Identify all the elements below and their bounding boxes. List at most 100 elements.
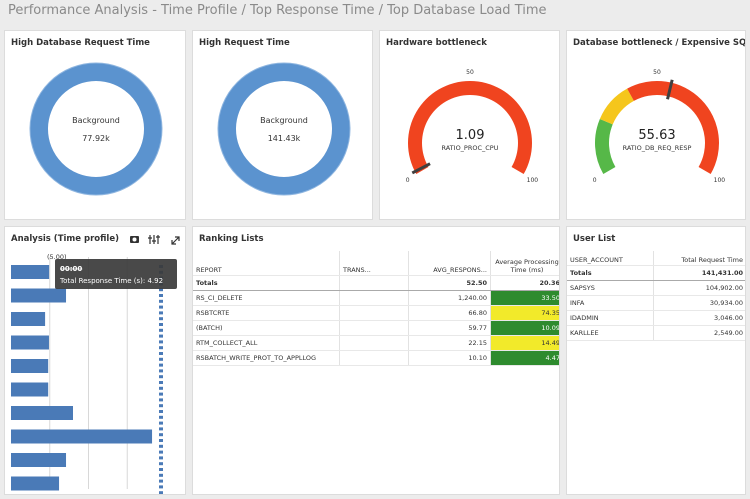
cell: 33.50 [490, 290, 559, 306]
panel-title: Hardware bottleneck [386, 38, 487, 48]
donut-value: 141.43k [268, 134, 301, 143]
cell: 3,046.00 [653, 310, 745, 326]
bar [11, 429, 153, 444]
toolbar[interactable] [130, 235, 180, 245]
cell: Totals [193, 275, 340, 291]
bar [11, 476, 60, 491]
bar [11, 359, 49, 373]
user-table: USER_ACCOUNT Total Request Time Totals 141,… [567, 251, 745, 341]
cell: 20.36 [490, 275, 559, 291]
mini-bar [159, 386, 163, 390]
data-row: (BATCH) 59.77 10.09 [193, 320, 559, 336]
mini-bar [159, 375, 163, 379]
mini-bar [159, 311, 163, 315]
bar [11, 382, 49, 397]
cell: SAPSYS [567, 280, 654, 296]
gauge-value: 55.63 [638, 128, 675, 143]
cell: 4.47 [490, 350, 559, 366]
data-row: KARLLEE 2,549.00 [567, 325, 745, 341]
cell [339, 275, 409, 291]
cell: 59.77 [408, 320, 491, 336]
donut-edge [217, 62, 351, 196]
panel-title: Ranking Lists [199, 234, 264, 244]
cell: IDADMIN [567, 310, 654, 326]
column-header: REPORT [193, 251, 340, 276]
mini-bar [159, 340, 163, 344]
totals-row: Totals 141,431.00 [567, 265, 745, 281]
donut-panel: Background 77.92k High Database Request T… [4, 30, 186, 220]
gauge-band [599, 88, 634, 125]
gauge-tick-label: 50 [653, 69, 661, 76]
analysis-panel: (5.00) 00:00 Total Response Time (s): 4.92… [4, 226, 186, 495]
explore-icon[interactable] [148, 235, 160, 244]
mini-bar [159, 299, 163, 303]
mini-bar [159, 491, 163, 494]
cell: RSBTCRTE [193, 305, 340, 321]
bar [11, 335, 49, 350]
bar [11, 453, 67, 467]
data-row: RSBATCH_WRITE_PROT_TO_APPLLOG 10.10 4.47 [193, 350, 559, 366]
cell: 22.15 [408, 335, 491, 351]
tooltip-box [55, 259, 177, 289]
gauge-panel: 0 50 100 1.09 RATIO_PROC_CPU Hardware bottle… [379, 30, 560, 220]
mini-bar [159, 421, 163, 425]
mini-bar [159, 439, 163, 442]
donut-label: Background [72, 116, 120, 125]
totals-row: Totals 52.50 20.36 [193, 275, 559, 291]
cell: RS_CI_DELETE [193, 290, 340, 306]
donut-panel: Background 141.43k High Request Time [192, 30, 373, 220]
ranking-panel: Ranking Lists REPORT TRANS... AVG_RESPONS.… [192, 226, 560, 495]
tooltip-strike: 00:00 [60, 265, 82, 273]
analysis-chart: (5.00) 00:00 Total Response Time (s): 4.92 [11, 235, 180, 494]
mini-bar [159, 288, 163, 292]
bar [11, 406, 73, 420]
gauge-band [595, 118, 616, 174]
donut-label: Background [260, 116, 308, 125]
mini-bar [159, 456, 163, 460]
cell: 14.49 [490, 335, 559, 351]
mini-bar [159, 433, 163, 437]
mini-bar [159, 294, 163, 297]
mini-bar [159, 352, 163, 355]
cell: INFA [567, 295, 654, 311]
cell [339, 335, 409, 351]
page-title: Performance Analysis - Time Profile / To… [8, 3, 547, 18]
gauge-value: 1.09 [456, 128, 485, 143]
cell: KARLLEE [567, 325, 654, 341]
cell: 30,934.00 [653, 295, 745, 311]
panel-title: User List [573, 234, 616, 244]
header-row: REPORT TRANS... AVG_RESPONS... Average Proc… [193, 251, 559, 276]
mini-bar [159, 305, 163, 309]
cell [339, 320, 409, 336]
data-row: RS_CI_DELETE 1,240.00 33.50 [193, 290, 559, 306]
gauge-measure: RATIO_DB_REQ_RESP [623, 144, 692, 152]
data-row: RTM_COLLECT_ALL 22.15 14.49 [193, 335, 559, 351]
gauge-tick-label: 100 [527, 177, 539, 184]
mini-bar [159, 485, 163, 489]
mini-bar [159, 369, 163, 373]
mini-bar [159, 334, 163, 338]
mini-bar [159, 404, 163, 408]
panel-title: High Database Request Time [11, 38, 150, 48]
cell [339, 350, 409, 366]
gauge-tick-label: 0 [593, 177, 597, 184]
cell: 10.10 [408, 350, 491, 366]
cell: 104,902.00 [653, 280, 745, 296]
mini-bar [159, 381, 163, 384]
data-row: IDADMIN 3,046.00 [567, 310, 745, 326]
expand-icon[interactable] [171, 236, 180, 245]
column-header: USER_ACCOUNT [567, 251, 654, 266]
mini-bar [159, 462, 163, 466]
chart: Background 141.43k [217, 62, 351, 196]
data-row: RSBTCRTE 66.80 74.35 [193, 305, 559, 321]
cell: (BATCH) [193, 320, 340, 336]
donut-edge [29, 62, 163, 196]
cell: 52.50 [408, 275, 491, 291]
mini-bar [159, 444, 163, 448]
gauge-measure: RATIO_PROC_CPU [441, 144, 498, 152]
bar [11, 288, 67, 303]
mini-bar [159, 415, 163, 419]
panel-title: High Request Time [199, 38, 290, 48]
gauge-tick-label: 100 [714, 177, 726, 184]
